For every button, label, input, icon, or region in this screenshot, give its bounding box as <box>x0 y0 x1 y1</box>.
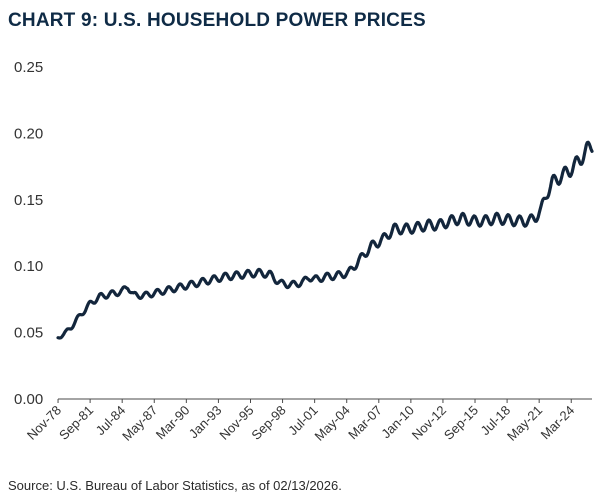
x-tick-label: Sep-81 <box>56 403 96 443</box>
x-tick-label: Nov-78 <box>24 403 64 443</box>
x-axis: Nov-78Sep-81Jul-84May-87Mar-90Jan-93Nov-… <box>24 398 592 444</box>
y-tick-label: 0.05 <box>14 325 43 342</box>
y-tick-label: 0.20 <box>14 125 43 142</box>
x-tick-label: May-04 <box>312 403 353 444</box>
x-tick-label: May-21 <box>504 403 545 444</box>
x-tick-label: May-87 <box>119 403 160 444</box>
y-tick-label: 0.00 <box>14 391 43 408</box>
chart-title: CHART 9: U.S. HOUSEHOLD POWER PRICES <box>8 10 426 31</box>
y-tick-label: 0.10 <box>14 258 43 275</box>
power-price-line <box>56 140 594 340</box>
x-tick-label: Sep-98 <box>248 403 288 443</box>
y-tick-label: 0.15 <box>14 192 43 209</box>
x-tick-label: Nov-95 <box>216 403 256 443</box>
x-tick-label: Sep-15 <box>441 403 481 443</box>
x-tick-label: Mar-90 <box>153 403 193 443</box>
y-tick-label: 0.25 <box>14 59 43 76</box>
x-tick-label: Nov-12 <box>409 403 449 443</box>
x-tick-label: Mar-24 <box>538 403 578 443</box>
y-axis: 0.00 0.05 0.10 0.15 0.20 0.25 <box>14 59 43 408</box>
x-tick-label: Mar-07 <box>345 403 385 443</box>
source-note: Source: U.S. Bureau of Labor Statistics,… <box>8 478 342 493</box>
